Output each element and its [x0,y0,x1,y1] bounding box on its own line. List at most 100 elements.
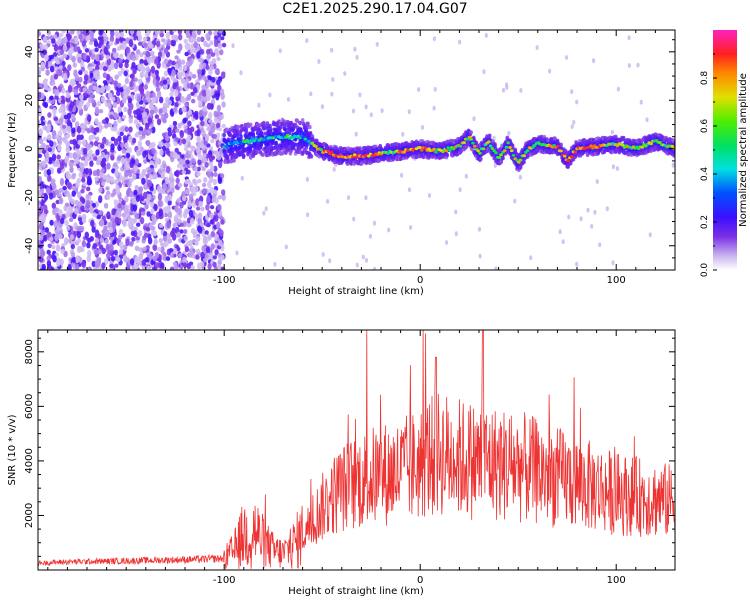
spectrogram-cell [149,43,154,49]
spectrogram-cell [193,180,198,186]
spectrogram-cell [140,107,145,111]
spectrogram-cell [43,44,48,51]
spectrogram-cell [90,219,95,227]
spectrogram-cell [49,105,54,110]
spectrogram-cell [100,96,106,103]
spectrogram-cell [41,160,46,168]
spectrogram-cell [175,177,180,184]
spectrogram-cell [492,135,496,141]
spectrogram-cell [188,150,193,155]
spectrogram-cell [118,249,124,255]
spectrogram-cell [201,75,207,81]
spectrogram-cell [164,176,170,185]
spectrogram-cell [178,158,184,166]
spectrogram-cell [96,100,102,107]
spectrogram-cell [199,57,204,64]
spectrogram-cell [358,92,362,98]
spectrogram-cell [198,200,203,206]
spectrogram-cell [106,162,111,170]
spectrogram-cell [221,71,226,76]
spectrogram-cell [129,211,134,216]
spectrogram-cell [131,54,136,62]
spectrogram-cell [216,221,221,230]
spectrogram-cell [172,107,177,113]
spectrogram-cell [70,78,75,83]
spectrogram-cell [74,207,79,215]
spectrogram-cell [98,195,103,204]
spectrogram-cell [94,260,100,268]
spectrogram-cell [150,65,156,74]
spectrogram-cell [181,106,186,113]
spectrogram-cell [76,230,82,239]
spectrogram-cell [151,214,156,222]
spectrogram-cell [57,143,62,152]
spectrogram-cell [176,231,181,238]
spectrogram-cell [38,128,43,137]
spectrogram-cell [191,200,197,208]
spectrogram-cell [157,192,163,201]
spectrogram-cell [62,44,68,52]
spectrogram-cell [548,68,552,74]
spectrogram-cell [124,169,129,178]
spectrogram-cell [380,108,384,113]
spectrogram-cell [110,143,115,151]
spectrogram-cell [101,181,106,186]
spectrogram-cell [154,30,160,35]
spectrogram-cell [206,96,211,102]
spectrogram-cell [61,124,67,129]
spectrogram-cell [113,249,119,256]
spectrogram-cell [172,30,177,33]
spectrogram-cell [212,178,218,186]
spectrogram-cell [58,233,63,240]
spectrogram-cell [111,168,116,174]
spectrogram-cell [186,169,191,175]
spectrogram-cell [91,98,96,104]
spectrogram-cell [40,214,45,222]
spectrogram-cell [130,231,136,236]
spectrogram-cell [69,101,75,109]
spectrogram-cell [68,47,74,53]
spectrogram-cell [216,57,221,61]
spectrogram-cell [176,198,181,203]
spectrogram-cell [43,234,48,242]
spectrogram-cell [205,246,211,254]
spectrogram-cell [133,165,138,172]
spectrogram-cell [81,139,87,146]
spectrogram-cell [98,30,103,36]
spectrogram-cell [109,35,115,43]
spectrogram-cell [218,239,223,247]
spectrogram-cell [130,73,135,79]
spectrogram-cell [260,131,264,136]
spectrogram-cell [40,229,45,237]
spectrogram-cell [104,123,109,129]
spectrogram-cell [211,76,216,83]
spectrogram-cell [146,140,151,147]
spectrogram-cell [208,111,213,120]
spectrogram-cell [49,219,54,226]
spectrogram-cell [124,179,129,185]
spectrogram-cell [167,127,172,133]
spectrogram-cell [306,212,310,218]
spectrogram-cell [221,101,226,108]
spectrogram-cell [206,102,212,110]
spectrogram-cell [203,188,208,194]
spectrogram-cell [445,240,449,245]
spectrogram-cell [50,266,55,270]
spectrogram-cell [196,236,201,242]
spectrogram-cell [175,154,180,160]
spectrogram-cell [128,126,133,133]
spectrogram-cell [187,134,192,140]
spectrogram-cell [158,141,163,148]
spectrogram-cell [147,193,152,201]
spectrogram-cell [173,215,179,223]
spectrogram-cell [197,178,202,184]
spectrogram-cell [125,238,130,247]
spectrogram-cell [115,185,120,190]
spectrogram-cell [132,173,137,180]
spectrogram-cell [92,85,97,91]
spectrogram-cell [375,42,379,47]
spectrogram-cell [269,127,273,132]
spectrogram-cell [202,237,208,245]
spectrogram-cell [41,263,46,270]
spectrogram-cell [83,159,89,167]
